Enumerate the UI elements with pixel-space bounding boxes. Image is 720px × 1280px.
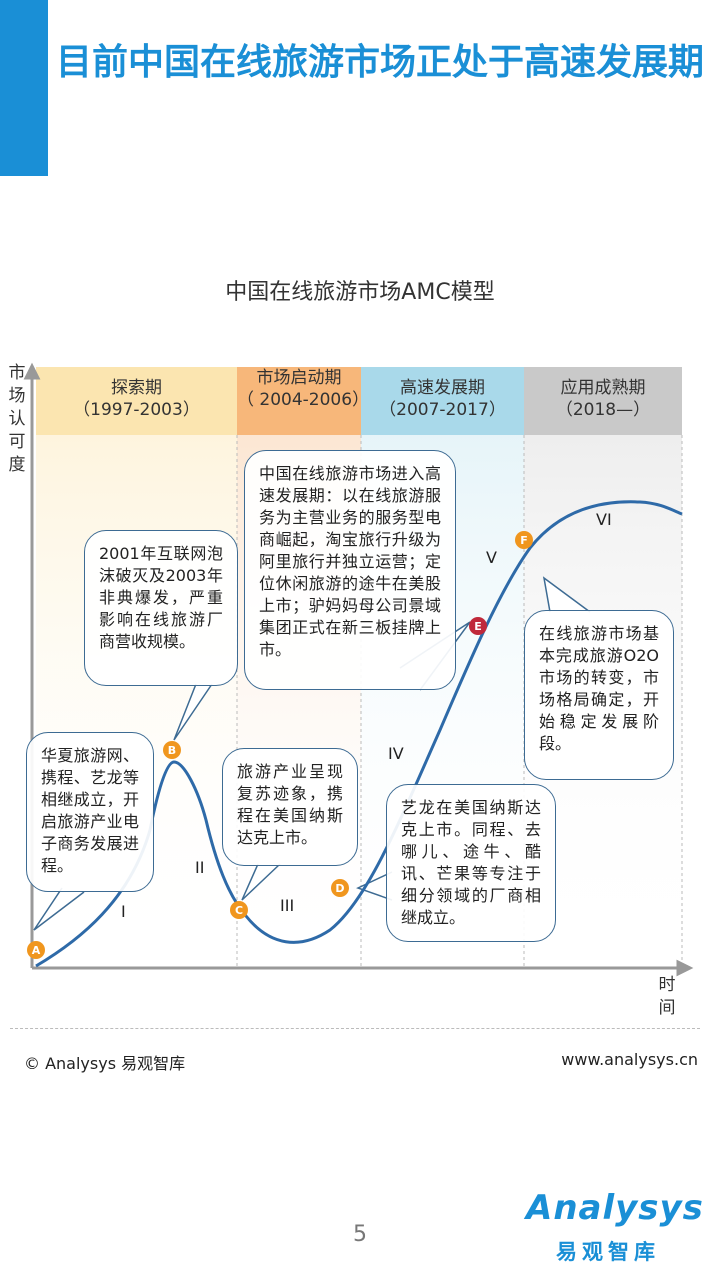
phase-name: 应用成熟期	[560, 378, 646, 398]
stage-6: VI	[596, 510, 612, 529]
y-axis-label: 市场认可度	[8, 363, 26, 475]
stage-2: II	[195, 858, 205, 877]
analysys-logo: Analysys	[526, 1188, 704, 1228]
phase-high-growth: 高速发展期 （2007-2017）	[361, 367, 524, 435]
phase-name: 探索期	[111, 378, 162, 398]
stage-5: V	[486, 548, 497, 567]
point-a: A	[27, 941, 45, 959]
amc-curve	[35, 500, 683, 968]
point-d-label: D	[335, 882, 344, 895]
point-e-label: E	[474, 620, 482, 633]
point-f-label: F	[520, 534, 528, 547]
point-e: E	[469, 617, 487, 635]
point-f: F	[515, 531, 533, 549]
phase-header-rects	[36, 367, 682, 435]
note-f: 在线旅游市场基本完成旅游O2O市场的转变，市场格局确定，开始稳定发展阶段。	[524, 610, 674, 780]
phase-name: 高速发展期	[400, 378, 485, 398]
analysys-logo-cn: 易观智库	[556, 1240, 660, 1264]
points: A B C D E F	[27, 531, 533, 959]
diagram-subtitle: 中国在线旅游市场AMC模型	[225, 280, 495, 305]
x-axis-label: 时间	[658, 975, 676, 1018]
point-d: D	[331, 879, 349, 897]
phase-period: （2007-2017）	[379, 400, 506, 420]
phase-period: （1997-2003）	[73, 400, 200, 420]
phase-name: 市场启动期	[256, 368, 342, 388]
stage-3: III	[280, 896, 295, 915]
page-title: 目前中国在线旅游市场正处于高速发展期	[56, 42, 705, 83]
note-c: 旅游产业呈现复苏迹象，携程在美国纳斯达克上市。	[222, 748, 358, 866]
point-c: C	[230, 901, 248, 919]
phase-mature: 应用成熟期 （2018—）	[524, 367, 682, 435]
note-b: 2001年互联网泡沫破灭及2003年非典爆发，严重影响在线旅游厂商营收规模。	[84, 530, 238, 686]
note-e: 中国在线旅游市场进入高速发展期：以在线旅游服务为主营业务的服务型电商崛起，淘宝旅…	[244, 450, 456, 690]
copyright: © Analysys 易观智库	[24, 1054, 186, 1073]
stage-1: I	[121, 902, 126, 921]
point-c-label: C	[235, 904, 243, 917]
page-number: 5	[353, 1222, 367, 1247]
title-accent-bar	[0, 0, 48, 176]
stage-4: IV	[388, 744, 404, 763]
phase-period: （ 2004-2006）	[237, 390, 370, 410]
point-a-label: A	[32, 944, 41, 957]
note-d: 艺龙在美国纳斯达克上市。同程、去哪儿、途牛、酷讯、芒果等专注于细分领域的厂商相继…	[386, 784, 556, 942]
phase-exploration: 探索期 （1997-2003）	[36, 367, 237, 435]
phase-period: （2018—）	[555, 400, 651, 420]
website: www.analysys.cn	[561, 1050, 698, 1069]
footer-divider	[10, 1028, 700, 1029]
point-b-label: B	[168, 744, 176, 757]
note-a: 华夏旅游网、携程、艺龙等相继成立，开启旅游产业电子商务发展进程。	[26, 732, 154, 892]
phase-launch: 市场启动期 （ 2004-2006）	[237, 367, 370, 435]
point-b: B	[163, 741, 181, 759]
